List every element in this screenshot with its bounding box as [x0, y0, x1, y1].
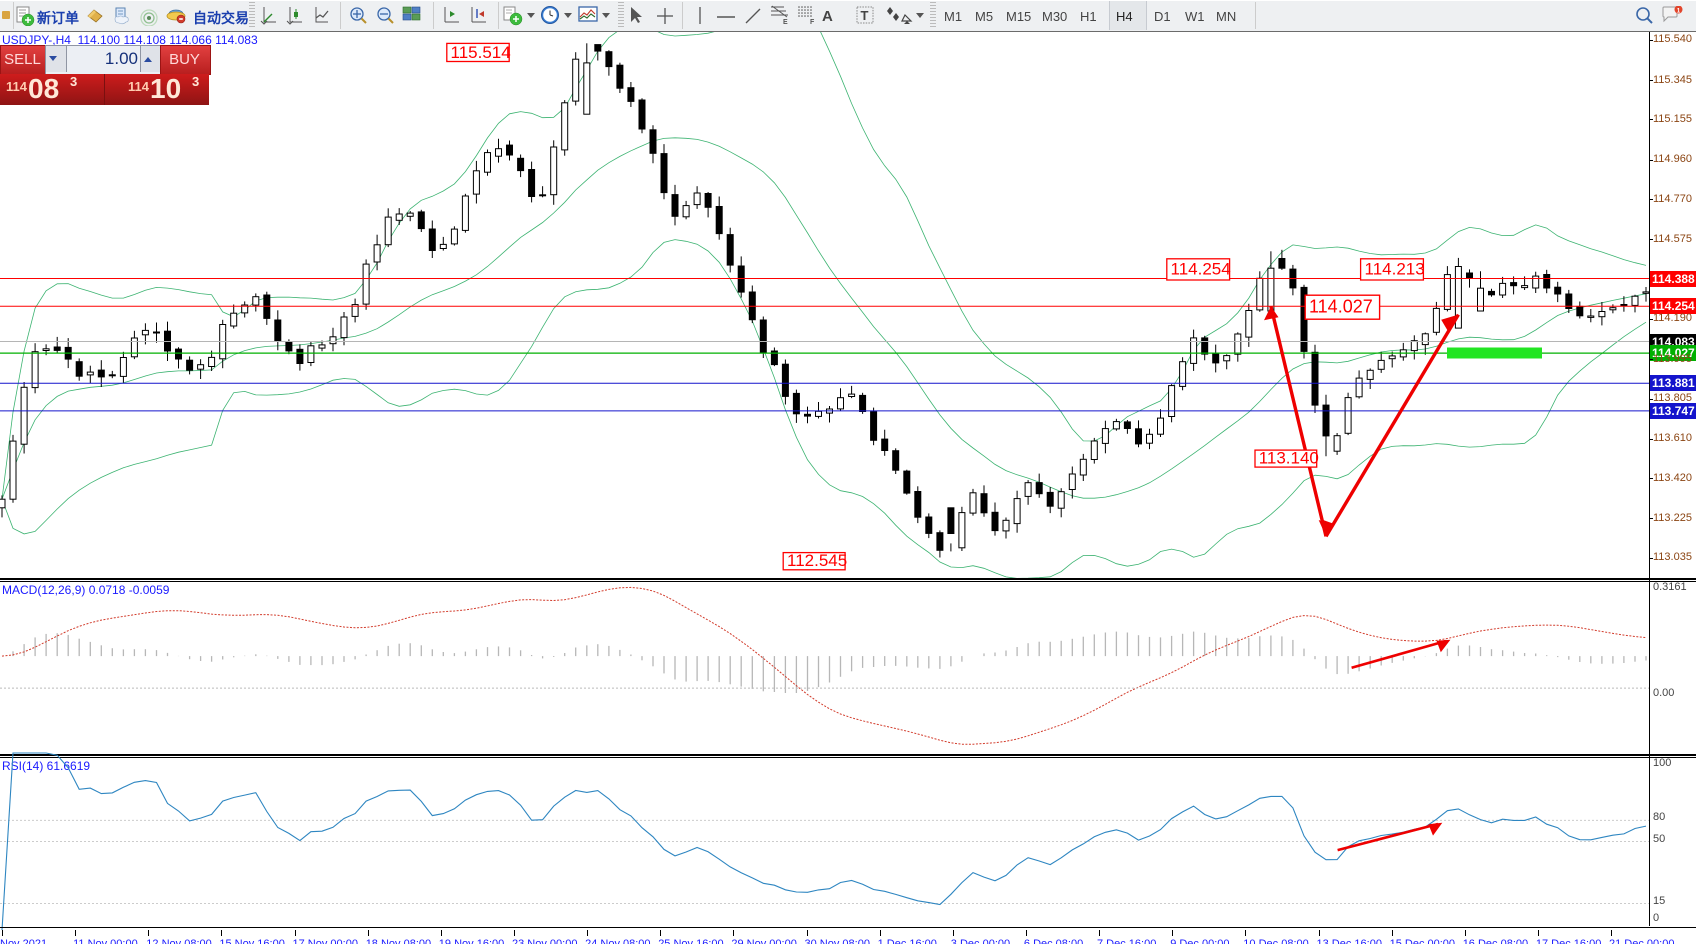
svg-text:E: E	[783, 19, 788, 25]
svg-text:T: T	[861, 8, 869, 23]
svg-text:F: F	[810, 19, 815, 25]
svg-text:1: 1	[1677, 7, 1681, 14]
